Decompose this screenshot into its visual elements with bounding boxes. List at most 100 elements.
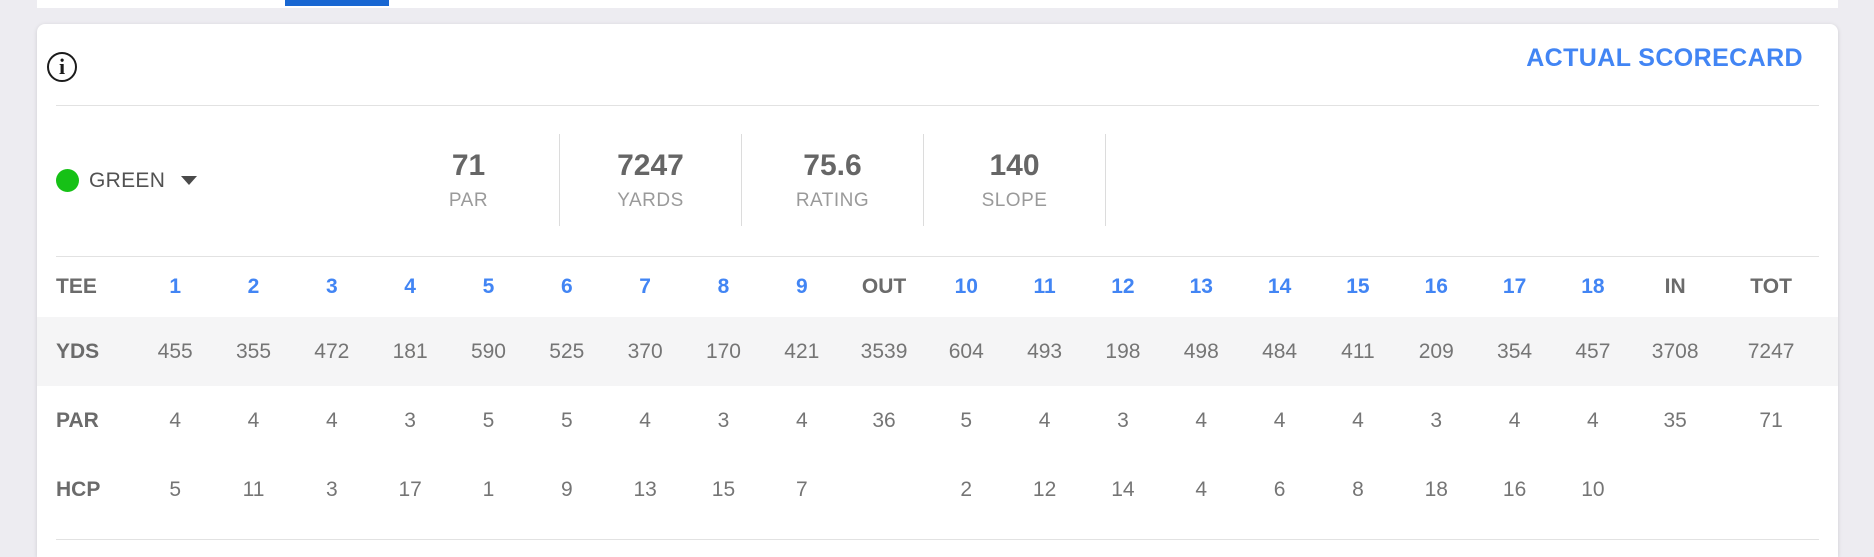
cell: 3 (717, 408, 730, 432)
row-label: HCP (56, 477, 101, 501)
column-header-4: 4 (404, 274, 416, 298)
stat-rating: 75.6 RATING (742, 134, 924, 226)
stat-value: 71 (451, 148, 486, 182)
stat-label: RATING (795, 189, 870, 211)
cell: 198 (1105, 339, 1141, 363)
column-header-16: 16 (1424, 274, 1448, 298)
cell: 16 (1502, 477, 1527, 501)
active-tab-indicator[interactable] (285, 0, 389, 6)
cell: 181 (392, 339, 428, 363)
cell: 12 (1032, 477, 1057, 501)
course-stats: 71 PAR 7247 YARDS 75.6 RATING 140 SLOPE (378, 134, 1106, 226)
cell: 4 (795, 408, 808, 432)
cell: 35 (1663, 408, 1687, 432)
cell: 14 (1111, 477, 1135, 501)
cell: 5 (169, 477, 181, 501)
chevron-down-icon (181, 176, 198, 185)
cell: 4 (325, 408, 338, 432)
column-header-11: 11 (1033, 274, 1056, 298)
cell: 3 (325, 477, 338, 501)
column-header-3: 3 (325, 274, 338, 298)
cell: 455 (157, 339, 193, 363)
cell: 170 (705, 339, 741, 363)
cell: 4 (247, 408, 260, 432)
cell: 209 (1418, 339, 1454, 363)
divider (56, 539, 1819, 540)
cell: 4 (639, 408, 651, 432)
cell: 18 (1424, 477, 1448, 501)
cell: 525 (549, 339, 585, 363)
stat-slope: 140 SLOPE (924, 134, 1106, 226)
cell: 472 (314, 339, 350, 363)
column-header-18: 18 (1581, 274, 1605, 298)
cell: 36 (872, 408, 896, 432)
cell: 9 (560, 477, 573, 501)
row-label: PAR (56, 408, 99, 432)
cell: 5 (560, 408, 573, 432)
cell: 5 (960, 408, 973, 432)
stat-value: 75.6 (803, 148, 862, 182)
column-header-9: 9 (795, 274, 808, 298)
stat-value: 140 (989, 148, 1040, 182)
cell: 590 (470, 339, 506, 363)
cell: 7 (795, 477, 808, 501)
scorecard-card: i ACTUAL SCORECARD GREEN 71 PAR 7247 YARDS 7… (37, 24, 1838, 557)
card-header: i ACTUAL SCORECARD (37, 24, 1838, 105)
cell: 4 (1508, 408, 1521, 432)
cell: 6 (1273, 477, 1286, 501)
stat-par: 71 PAR (378, 134, 560, 226)
cell: 17 (398, 477, 422, 501)
cell: 4 (1273, 408, 1286, 432)
cell: 13 (633, 477, 657, 501)
cell: 8 (1352, 477, 1364, 501)
cell: 3 (1117, 408, 1129, 432)
cell: 604 (948, 339, 984, 363)
column-header-6: 6 (560, 274, 573, 298)
row-label: YDS (56, 339, 100, 363)
tee-color-dot (56, 169, 79, 192)
cell: 10 (1581, 477, 1605, 501)
cell: 2 (960, 477, 973, 501)
column-header-out: OUT (861, 274, 907, 298)
column-header-14: 14 (1267, 274, 1292, 298)
cell: 498 (1183, 339, 1219, 363)
scorecard-table: TEE 1 2 3 4 5 6 7 8 9 OUT 10 11 12 13 14 15 16 17 18 IN TOT Y… (37, 256, 1838, 524)
cell: 4 (1587, 408, 1599, 432)
tee-stats-row: GREEN 71 PAR 7247 YARDS 75.6 RATING 140 SLOPE (37, 105, 1838, 256)
table-row-yds: YDS 455 355 472 181 590 525 370 170 421 3539 604 493… (37, 317, 1838, 386)
cell: 3708 (1651, 339, 1699, 363)
table-row-par: PAR 4 4 4 3 5 5 4 3 4 36 5 4 3 4 4 4 3 4 4 35 71 (37, 386, 1838, 455)
tee-selector-dropdown[interactable]: GREEN (56, 105, 198, 256)
cell: 5 (482, 408, 495, 432)
column-header-15: 15 (1346, 274, 1370, 298)
cell: 4 (1195, 408, 1208, 432)
info-icon[interactable]: i (47, 52, 77, 82)
divider (56, 256, 1819, 257)
table-row-hcp: HCP 5 11 3 17 1 9 13 15 7 2 12 14 4 6 8 18 16 10 (37, 455, 1838, 524)
cell: 11 (242, 477, 265, 501)
column-header-tot: TOT (1750, 274, 1792, 298)
cell: 3 (1430, 408, 1443, 432)
cell: 7247 (1747, 339, 1795, 363)
cell: 15 (711, 477, 736, 501)
column-header-8: 8 (717, 274, 730, 298)
cell: 3 (404, 408, 416, 432)
cell: 421 (784, 339, 820, 363)
cell: 355 (235, 339, 272, 363)
column-header-13: 13 (1189, 274, 1213, 298)
stat-value: 7247 (617, 148, 684, 182)
stat-label: YARDS (617, 189, 684, 211)
cell: 493 (1027, 339, 1063, 363)
cell: 4 (1038, 408, 1051, 432)
column-header-2: 2 (247, 274, 260, 298)
column-header-10: 10 (954, 274, 978, 298)
column-header-7: 7 (639, 274, 651, 298)
column-header-17: 17 (1502, 274, 1527, 298)
cell: 484 (1262, 339, 1298, 363)
column-header-1: 1 (169, 274, 181, 298)
actual-scorecard-link[interactable]: ACTUAL SCORECARD (1526, 44, 1803, 72)
divider (56, 105, 1819, 106)
stat-label: PAR (448, 189, 489, 211)
cell: 457 (1575, 339, 1611, 363)
stat-yards: 7247 YARDS (560, 134, 742, 226)
